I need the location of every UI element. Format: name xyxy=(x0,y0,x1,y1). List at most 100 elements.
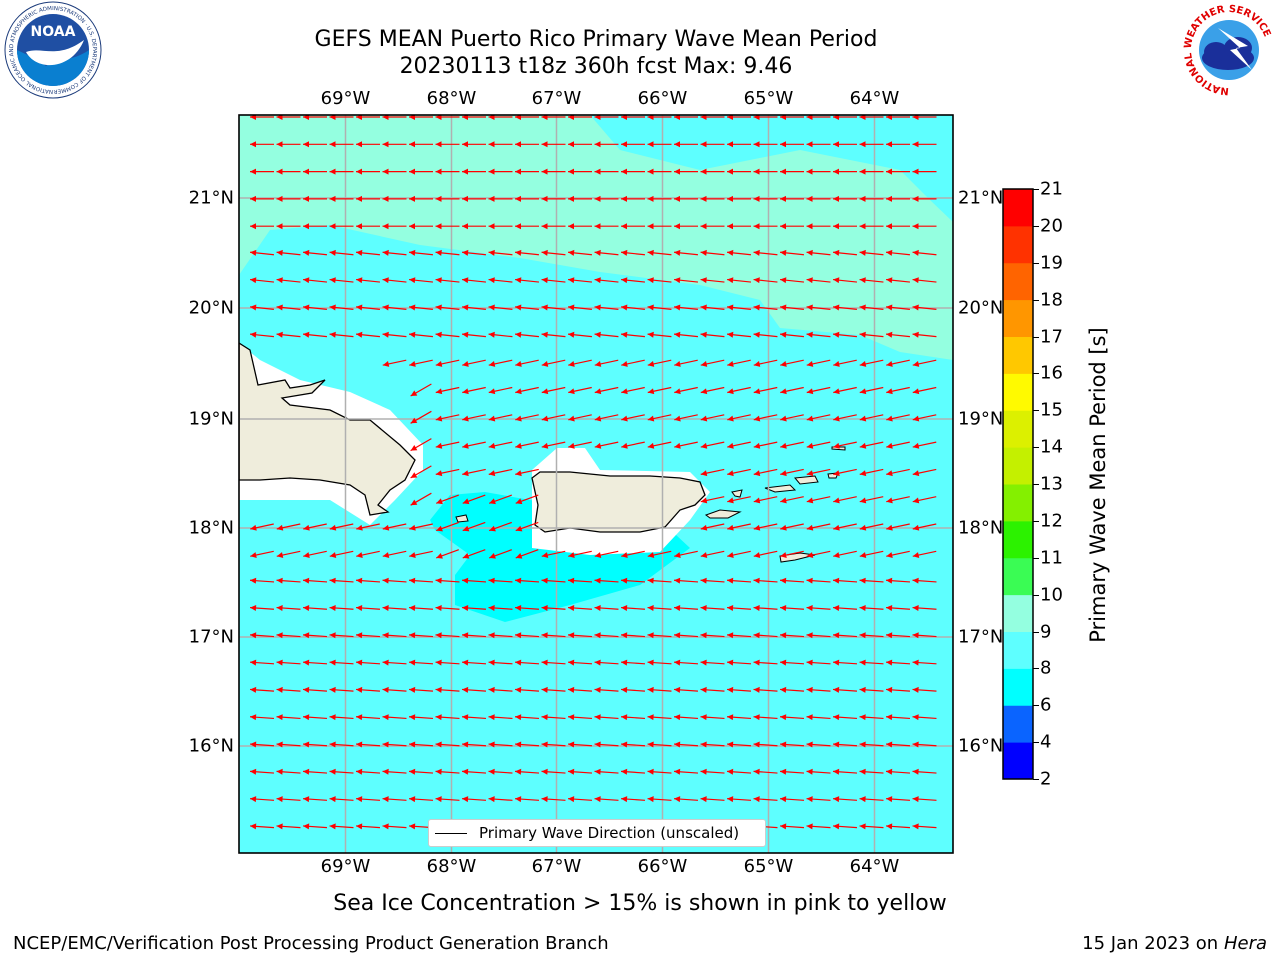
longitude-label: 68°W xyxy=(426,856,477,877)
wave-direction-arrow xyxy=(647,632,672,639)
wave-direction-arrow xyxy=(594,141,619,148)
wave-direction-arrow xyxy=(700,249,725,256)
wave-direction-arrow xyxy=(249,604,275,611)
wave-direction-arrow xyxy=(647,115,672,120)
longitude-label: 69°W xyxy=(320,88,371,109)
wave-direction-arrow xyxy=(303,550,327,558)
latitude-label: 19°N xyxy=(958,408,1004,430)
wave-direction-arrow xyxy=(647,141,672,148)
wave-direction-arrow xyxy=(514,632,540,639)
land-hispaniola xyxy=(239,342,416,516)
wave-direction-arrow xyxy=(515,141,539,148)
credit-right: 15 Jan 2023 on Hera xyxy=(1082,933,1267,954)
wave-direction-arrow xyxy=(674,115,698,120)
wave-direction-arrow xyxy=(727,331,751,338)
wave-direction-arrow xyxy=(302,768,328,775)
wave-direction-arrow xyxy=(302,632,328,639)
wave-direction-arrow xyxy=(541,768,566,775)
wave-direction-arrow xyxy=(833,168,857,175)
wave-direction-arrow xyxy=(832,659,858,666)
latitude-label: 16°N xyxy=(188,735,234,757)
wave-direction-arrow xyxy=(700,468,725,477)
wave-direction-arrow xyxy=(594,359,619,367)
wave-direction-arrow xyxy=(806,249,831,256)
wave-direction-arrow xyxy=(886,523,910,531)
wave-direction-arrow xyxy=(488,359,513,367)
wave-direction-arrow xyxy=(832,714,858,721)
wave-direction-arrow xyxy=(355,577,381,584)
wave-direction-arrow xyxy=(461,714,487,721)
wave-direction-arrow xyxy=(410,492,432,506)
wave-direction-arrow xyxy=(250,550,274,558)
colorbar-tick-label: 10 xyxy=(1040,584,1063,606)
wave-direction-arrow xyxy=(727,496,751,504)
wave-direction-arrow xyxy=(912,331,937,338)
longitude-label: 67°W xyxy=(531,88,582,109)
wave-direction-arrow xyxy=(647,577,672,584)
wave-direction-arrow xyxy=(780,331,804,338)
wave-direction-arrow xyxy=(249,686,275,693)
wave-direction-arrow xyxy=(833,414,857,422)
wave-direction-arrow xyxy=(329,277,354,284)
wave-direction-arrow xyxy=(912,796,937,803)
wave-direction-arrow xyxy=(647,714,672,721)
wave-direction-arrow xyxy=(832,741,858,748)
wave-direction-arrow xyxy=(700,768,725,775)
latitude-label: 17°N xyxy=(958,626,1004,648)
wave-direction-arrow xyxy=(912,468,937,477)
wave-direction-arrow xyxy=(833,195,857,202)
colorbar-tick-mark xyxy=(1033,779,1039,780)
wave-direction-arrow xyxy=(276,550,301,558)
wave-direction-arrow xyxy=(276,223,301,230)
wave-direction-arrow xyxy=(621,115,645,120)
wave-direction-arrow xyxy=(435,577,460,584)
wave-direction-arrow xyxy=(832,577,858,584)
latitude-label: 21°N xyxy=(958,187,1004,209)
wave-direction-arrow xyxy=(833,331,857,338)
wave-direction-arrow xyxy=(488,249,513,256)
colorbar-segment xyxy=(1003,373,1033,411)
wave-direction-arrow xyxy=(674,168,698,175)
wave-direction-arrow xyxy=(674,223,698,230)
wave-direction-arrow xyxy=(435,632,460,639)
wave-direction-arrow xyxy=(409,249,433,256)
wave-direction-arrow xyxy=(912,277,937,284)
wave-direction-arrow xyxy=(753,496,778,504)
wave-direction-arrow xyxy=(515,549,539,559)
wave-direction-arrow xyxy=(700,331,725,338)
wave-direction-arrow xyxy=(912,632,937,639)
wave-direction-arrow xyxy=(673,741,699,748)
wave-direction-arrow xyxy=(620,632,646,639)
colorbar-tick-label: 13 xyxy=(1040,473,1063,495)
wave-direction-arrow xyxy=(806,796,831,803)
wave-direction-arrow xyxy=(780,523,804,531)
wave-direction-arrow xyxy=(620,741,646,748)
wave-direction-arrow xyxy=(435,386,460,395)
wave-direction-arrow xyxy=(806,741,831,748)
chart-subtitle: 20230113 t18z 360h fcst Max: 9.46 xyxy=(399,54,793,79)
wave-direction-arrow xyxy=(753,523,778,531)
wave-direction-arrow xyxy=(674,386,698,395)
wave-direction-arrow xyxy=(594,632,619,639)
wave-direction-arrow xyxy=(833,304,857,311)
wave-direction-arrow xyxy=(355,686,381,693)
wave-direction-arrow xyxy=(753,359,778,367)
colorbar-tick-mark xyxy=(1033,336,1039,338)
colorbar-tick-label: 21 xyxy=(1040,178,1063,200)
wave-direction-arrow xyxy=(436,494,459,505)
wave-direction-arrow xyxy=(462,141,486,148)
wave-direction-arrow xyxy=(753,686,778,693)
wave-direction-arrow xyxy=(435,659,460,666)
wave-direction-arrow xyxy=(329,741,354,748)
wave-direction-arrow xyxy=(647,195,672,202)
wave-direction-arrow xyxy=(859,741,884,748)
wave-direction-arrow xyxy=(250,141,274,148)
wave-direction-arrow xyxy=(806,604,831,611)
wave-direction-arrow xyxy=(435,141,460,148)
wave-direction-arrow xyxy=(541,115,566,120)
map-frame xyxy=(238,114,954,854)
wave-direction-arrow xyxy=(541,441,566,449)
wave-direction-arrow xyxy=(726,768,752,775)
wave-direction-arrow xyxy=(382,686,407,693)
wave-direction-arrow xyxy=(700,141,725,148)
